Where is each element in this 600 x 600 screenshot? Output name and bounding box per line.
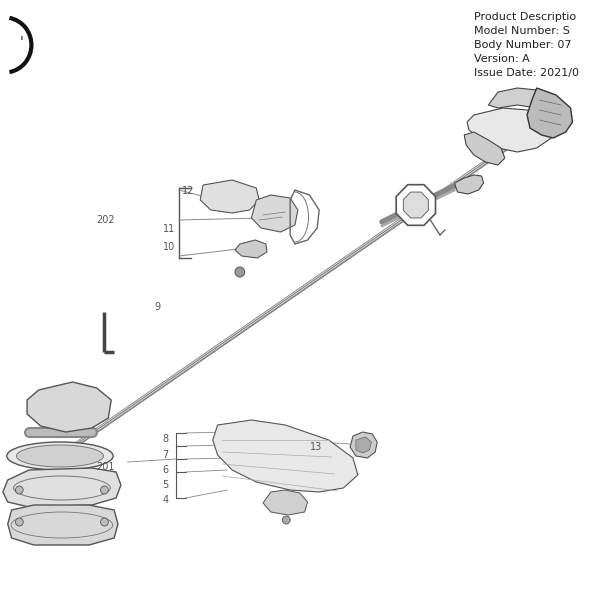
Polygon shape	[263, 490, 308, 515]
Polygon shape	[356, 437, 371, 453]
Ellipse shape	[7, 442, 113, 470]
Polygon shape	[403, 192, 428, 218]
Text: 12: 12	[182, 186, 194, 196]
Text: 9: 9	[155, 302, 161, 312]
Polygon shape	[213, 420, 358, 492]
Text: ': '	[19, 35, 23, 49]
Circle shape	[16, 518, 23, 526]
Polygon shape	[488, 88, 551, 112]
Polygon shape	[396, 185, 436, 226]
Polygon shape	[455, 175, 484, 194]
Text: 7: 7	[163, 450, 169, 460]
Text: Model Number: S: Model Number: S	[474, 26, 570, 36]
Text: 4: 4	[163, 495, 169, 505]
Text: 13: 13	[310, 442, 322, 452]
Text: 11: 11	[163, 224, 175, 234]
Polygon shape	[200, 180, 259, 213]
Circle shape	[283, 516, 290, 524]
Polygon shape	[467, 108, 556, 152]
Polygon shape	[3, 468, 121, 507]
Polygon shape	[464, 132, 505, 165]
Ellipse shape	[16, 445, 103, 467]
Text: 202: 202	[97, 215, 115, 225]
Polygon shape	[527, 88, 572, 138]
Polygon shape	[27, 382, 111, 432]
Text: 6: 6	[163, 465, 169, 475]
Circle shape	[235, 267, 245, 277]
Polygon shape	[350, 432, 377, 458]
Text: 5: 5	[163, 480, 169, 490]
Circle shape	[16, 486, 23, 494]
Text: 10: 10	[163, 242, 175, 252]
Polygon shape	[235, 240, 267, 258]
Circle shape	[101, 486, 109, 494]
Text: Version: A: Version: A	[474, 54, 530, 64]
Text: 201: 201	[97, 462, 115, 472]
Polygon shape	[8, 505, 118, 545]
Text: Issue Date: 2021/0: Issue Date: 2021/0	[474, 68, 579, 78]
Text: 8: 8	[163, 434, 169, 444]
Circle shape	[101, 518, 109, 526]
Text: Product Descriptio: Product Descriptio	[474, 12, 576, 22]
Text: Body Number: 07: Body Number: 07	[474, 40, 571, 50]
Polygon shape	[251, 195, 298, 232]
